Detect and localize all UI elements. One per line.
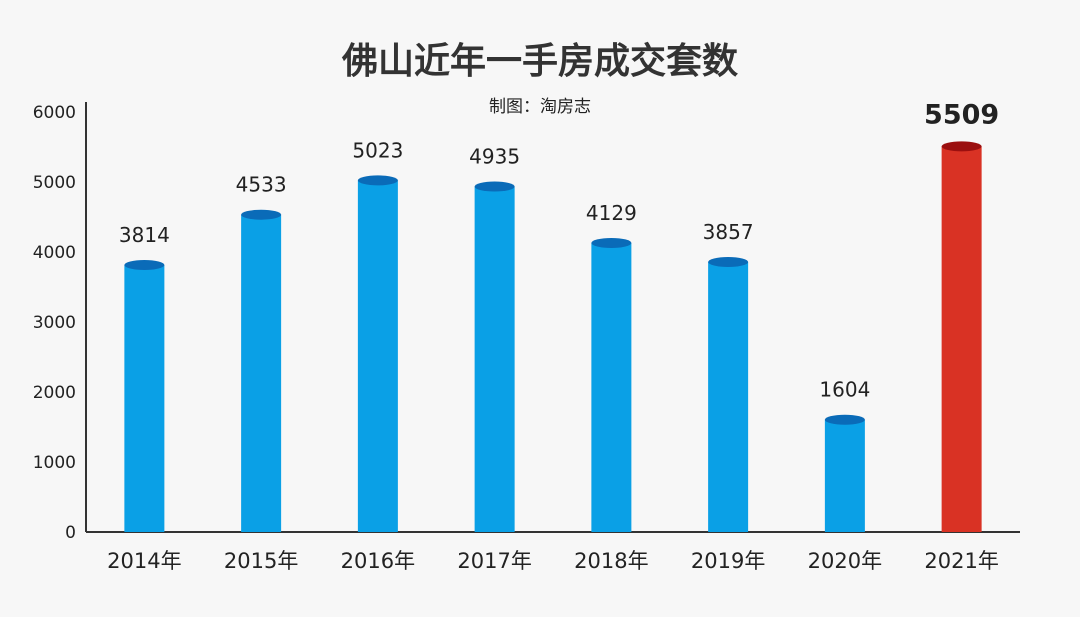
y-tick-label: 3000 (33, 313, 76, 333)
bar (474, 186, 515, 533)
bar (941, 146, 982, 532)
x-tick-label: 2016年 (341, 549, 415, 573)
bar-top-cap (124, 260, 165, 271)
y-tick-label: 2000 (33, 383, 76, 403)
y-tick-label: 4000 (33, 243, 76, 263)
x-tick-label: 2015年 (224, 549, 298, 573)
chart-title: 佛山近年一手房成交套数 (341, 41, 738, 82)
x-tick-label: 2017年 (457, 549, 531, 573)
bar-value-label: 5023 (352, 138, 403, 162)
bar-top-cap (941, 141, 982, 152)
bar (124, 265, 165, 532)
y-tick-label: 6000 (33, 103, 76, 123)
x-tick-label: 2014年 (107, 549, 181, 573)
bar-value-label: 5509 (924, 99, 999, 130)
bar-value-label: 4129 (586, 201, 637, 225)
bar-top-cap (591, 237, 632, 248)
bar-value-label: 3814 (119, 223, 170, 247)
bar-top-cap (474, 181, 515, 192)
bar (241, 214, 282, 532)
bar-value-label: 3857 (703, 220, 754, 244)
chart-subtitle: 制图：淘房志 (489, 97, 591, 117)
bar-top-cap (241, 209, 282, 220)
bar-top-cap (708, 257, 749, 268)
y-tick-label: 1000 (33, 453, 76, 473)
bar (824, 419, 865, 532)
bar-value-label: 1604 (819, 378, 870, 402)
y-tick-label: 0 (65, 523, 76, 543)
x-tick-label: 2018年 (574, 549, 648, 573)
bar-top-cap (824, 414, 865, 425)
bar-top-cap (357, 175, 398, 186)
x-tick-label: 2020年 (808, 549, 882, 573)
bar (357, 180, 398, 532)
x-tick-label: 2019年 (691, 549, 765, 573)
x-tick-label: 2021年 (924, 549, 998, 573)
y-tick-label: 5000 (33, 173, 76, 193)
bar-value-label: 4533 (236, 173, 287, 197)
bar (591, 242, 632, 532)
bar (708, 262, 749, 532)
bar-value-label: 4935 (469, 145, 520, 169)
